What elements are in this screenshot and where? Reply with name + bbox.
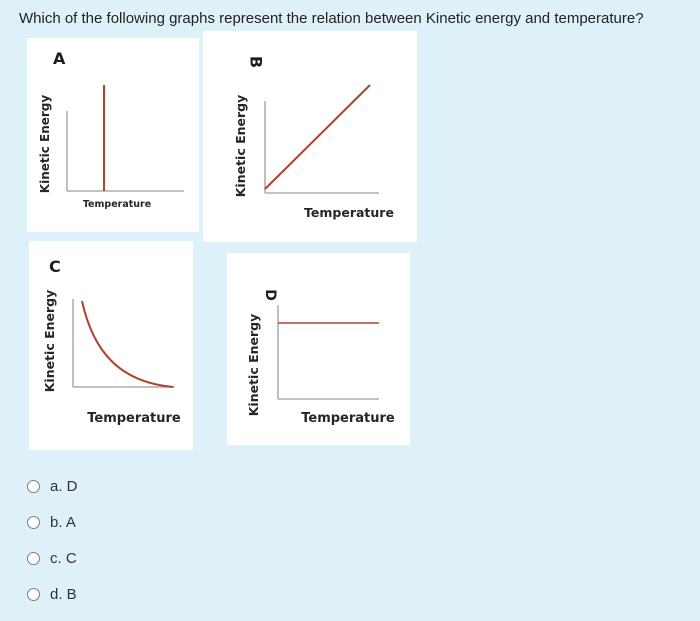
graph-b-xlabel: Temperature (304, 205, 394, 220)
option-a-label: a. D (50, 477, 78, 495)
graph-a-figure: A Kinetic Energy Temperature (38, 49, 184, 210)
graph-d-xlabel: Temperature (301, 411, 395, 426)
graph-a-ylabel: Kinetic Energy (38, 95, 52, 194)
option-d[interactable]: d. B (27, 585, 78, 603)
graph-b-label: B (247, 56, 266, 68)
option-b[interactable]: b. A (27, 513, 78, 531)
option-a[interactable]: a. D (27, 477, 78, 495)
graph-c-curve (81, 300, 174, 388)
question-text: Which of the following graphs represent … (19, 10, 644, 27)
graph-a: A Kinetic Energy Temperature (27, 38, 199, 232)
graph-d-ylabel: Kinetic Energy (246, 314, 261, 417)
graph-b-figure: B Kinetic Energy Temperature (233, 56, 394, 220)
graph-b-curve (264, 84, 371, 190)
radio-c[interactable] (27, 551, 40, 565)
graph-b-ylabel: Kinetic Energy (233, 95, 248, 198)
graph-d-figure: D Kinetic Energy Temperature (246, 289, 395, 426)
option-b-label: b. A (50, 513, 76, 531)
graph-c-xlabel: Temperature (87, 411, 181, 426)
option-d-label: d. B (50, 585, 77, 603)
graph-c-label: C (49, 257, 61, 276)
graph-c: C Kinetic Energy Temperature (29, 241, 193, 450)
radio-b[interactable] (27, 515, 40, 529)
graph-d: D Kinetic Energy Temperature (227, 253, 410, 445)
graph-b: B Kinetic Energy Temperature (203, 31, 417, 242)
graph-c-ylabel: Kinetic Energy (42, 290, 57, 393)
graph-c-figure: C Kinetic Energy Temperature (42, 257, 181, 426)
graph-a-label: A (53, 49, 66, 68)
graph-d-label: D (262, 289, 278, 301)
radio-d[interactable] (27, 587, 40, 601)
option-c[interactable]: c. C (27, 549, 78, 567)
radio-a[interactable] (27, 479, 40, 493)
graph-a-xlabel: Temperature (83, 199, 151, 210)
option-c-label: c. C (50, 549, 77, 567)
answer-options: a. D b. A c. C d. B (27, 477, 78, 621)
